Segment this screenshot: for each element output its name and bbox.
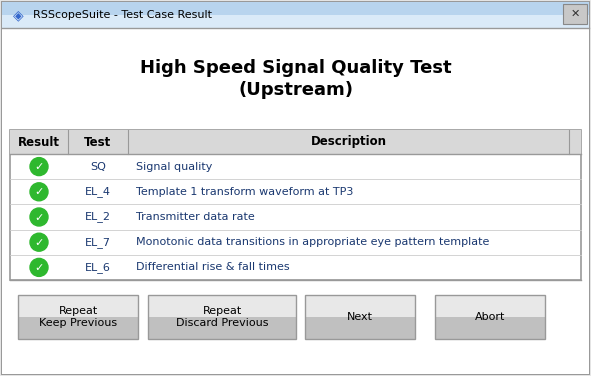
Text: Abort: Abort [475, 312, 505, 322]
Bar [435, 295, 545, 339]
Text: Test: Test [85, 135, 112, 149]
Bar [148, 295, 296, 317]
Circle shape [30, 158, 48, 176]
Text: Signal quality: Signal quality [136, 162, 212, 171]
Text: Next: Next [347, 312, 373, 322]
Bar [305, 295, 415, 317]
Text: SQ: SQ [90, 162, 106, 171]
Bar [305, 295, 415, 339]
Text: Repeat
Keep Previous: Repeat Keep Previous [39, 306, 117, 328]
Text: ◈: ◈ [12, 8, 23, 22]
Bar [563, 4, 587, 24]
Text: Differential rise & fall times: Differential rise & fall times [136, 262, 290, 272]
Text: ✓: ✓ [34, 263, 44, 273]
Bar [10, 130, 581, 280]
Text: (Upstream): (Upstream) [239, 81, 353, 99]
Circle shape [30, 233, 48, 251]
Bar [2, 15, 589, 28]
Text: EL_4: EL_4 [85, 186, 111, 197]
Circle shape [30, 258, 48, 276]
Bar [18, 317, 138, 339]
Bar [18, 295, 138, 339]
Bar [2, 2, 589, 15]
Text: Template 1 transform waveform at TP3: Template 1 transform waveform at TP3 [136, 187, 353, 197]
Text: Transmitter data rate: Transmitter data rate [136, 212, 255, 222]
Bar [10, 130, 581, 154]
Circle shape [30, 183, 48, 201]
Text: ✓: ✓ [34, 162, 44, 172]
Bar [148, 317, 296, 339]
Bar [148, 295, 296, 339]
Text: EL_7: EL_7 [85, 237, 111, 248]
Text: Result: Result [18, 135, 60, 149]
Text: Description: Description [310, 135, 387, 149]
Text: Monotonic data transitions in appropriate eye pattern template: Monotonic data transitions in appropriat… [136, 237, 489, 247]
Text: ✓: ✓ [34, 187, 44, 197]
Bar [435, 295, 545, 317]
Bar [18, 295, 138, 317]
Text: EL_2: EL_2 [85, 212, 111, 223]
Text: High Speed Signal Quality Test: High Speed Signal Quality Test [140, 59, 452, 77]
Text: ✓: ✓ [34, 212, 44, 223]
Bar [435, 317, 545, 339]
Circle shape [30, 208, 48, 226]
Text: ✓: ✓ [34, 238, 44, 248]
Bar [305, 317, 415, 339]
Text: EL_6: EL_6 [85, 262, 111, 273]
Text: ✕: ✕ [570, 9, 580, 19]
Text: RSScopeSuite - Test Case Result: RSScopeSuite - Test Case Result [33, 10, 212, 20]
Text: Repeat
Discard Previous: Repeat Discard Previous [176, 306, 268, 328]
